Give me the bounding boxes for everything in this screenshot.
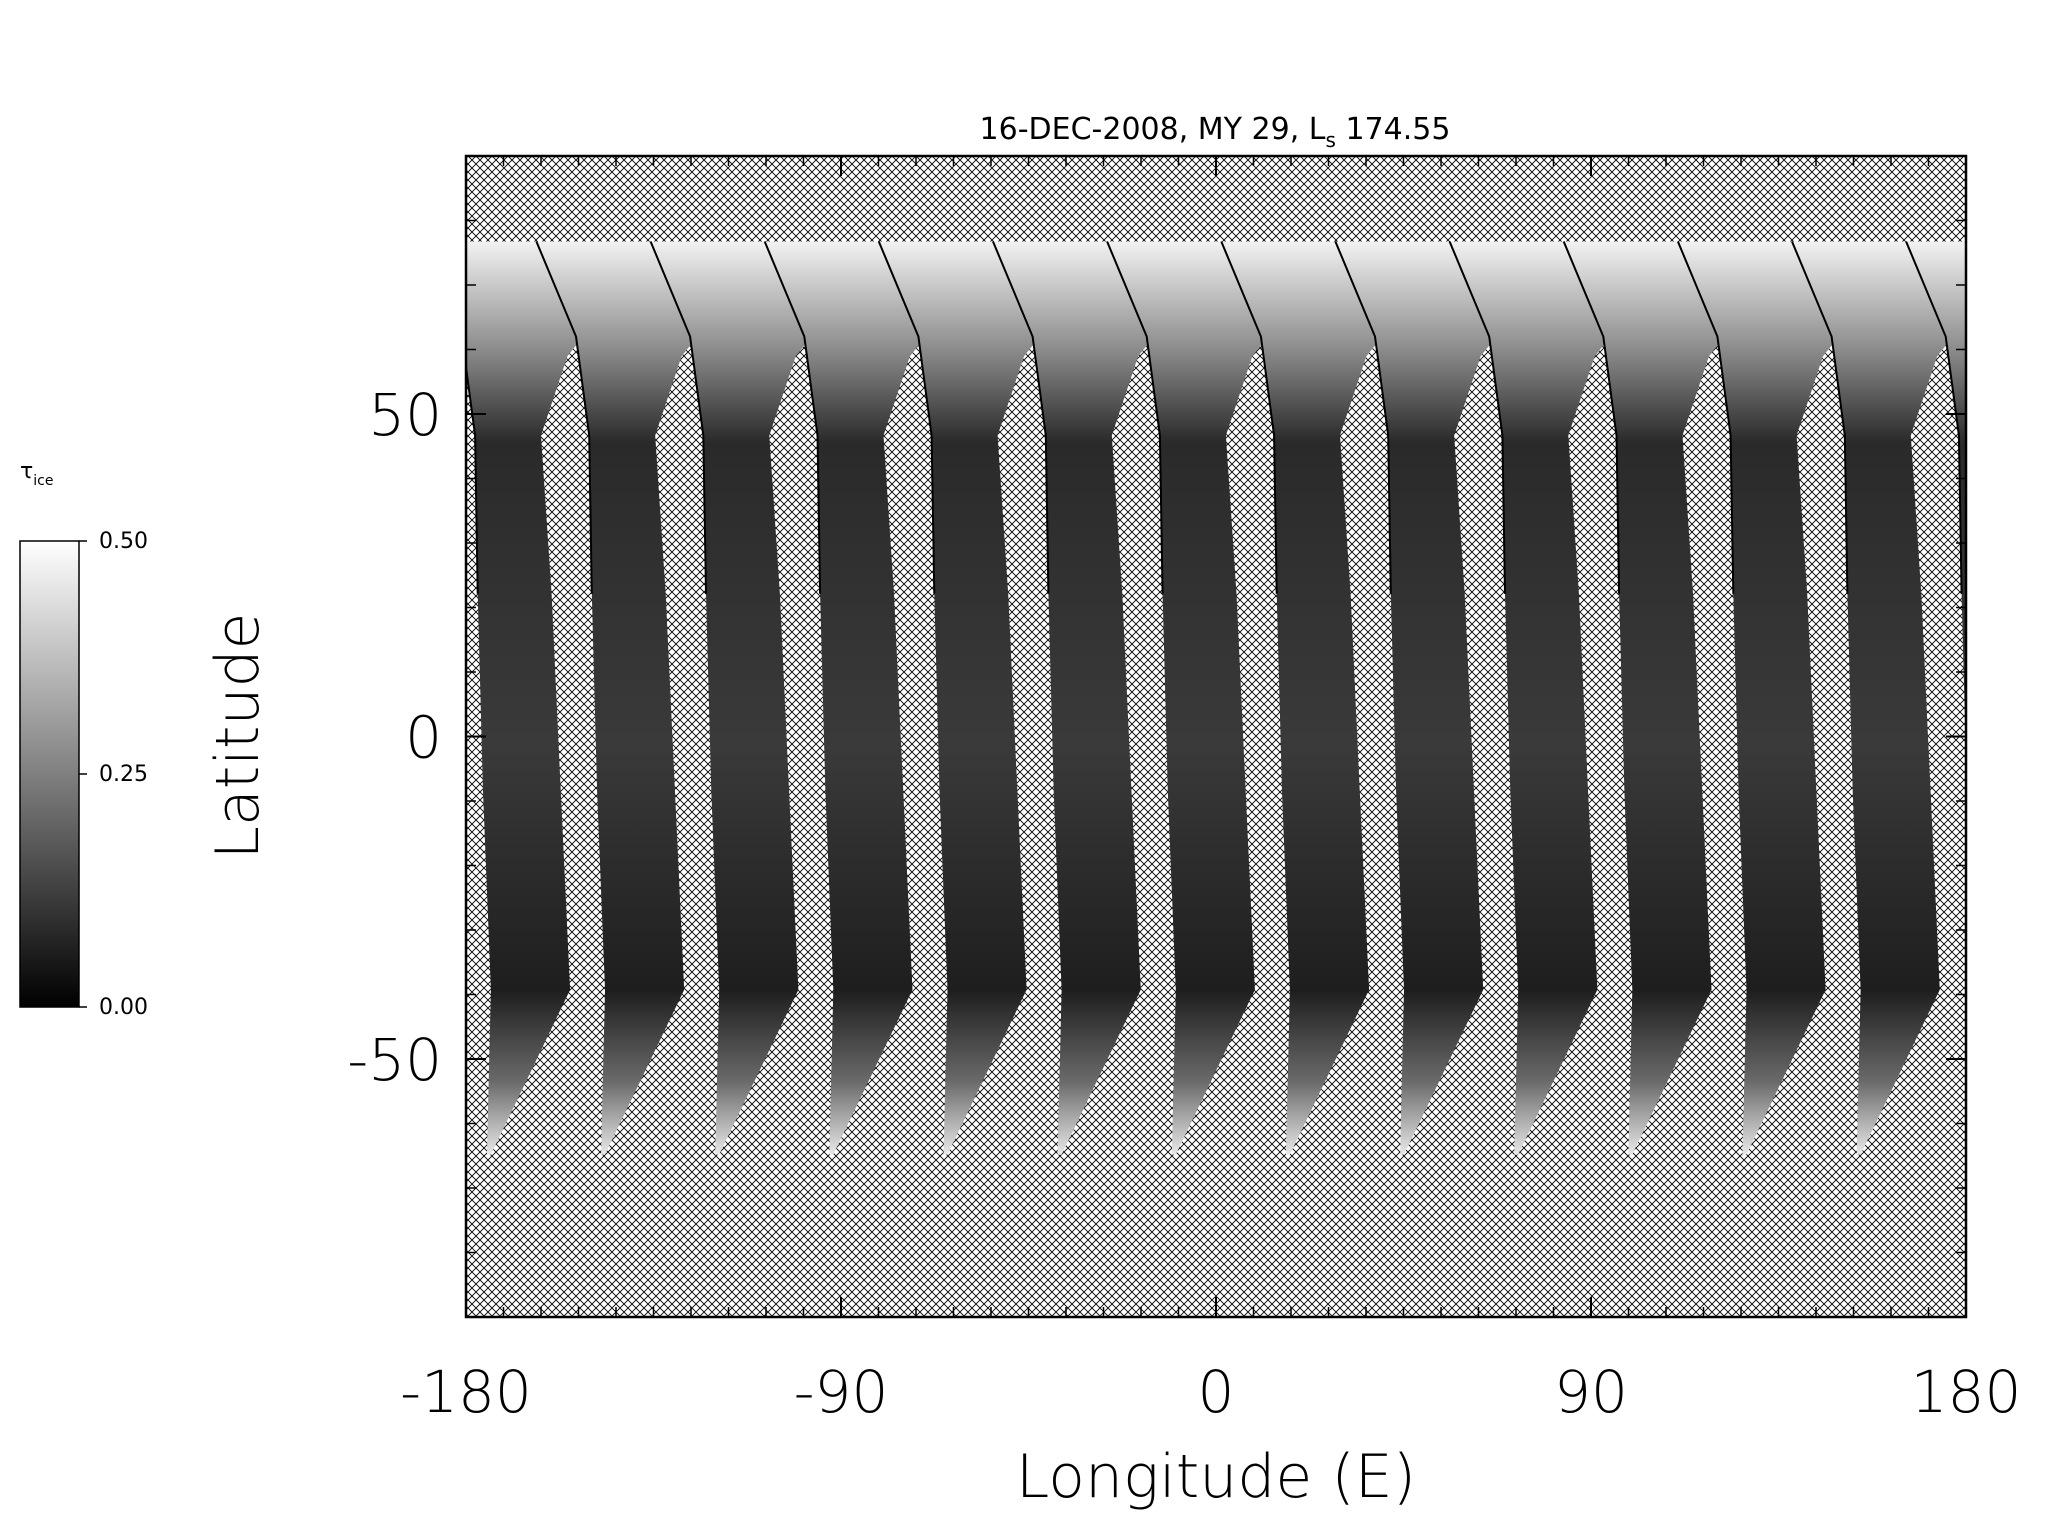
swath-edge bbox=[1106, 241, 1164, 594]
swath-edge bbox=[308, 242, 363, 594]
title-text: 174.55 bbox=[1336, 112, 1451, 147]
x-tick-label: -90 bbox=[794, 1358, 889, 1426]
swath bbox=[650, 241, 915, 1155]
y-tick-label: -50 bbox=[347, 1026, 442, 1094]
swath bbox=[1449, 241, 1714, 1155]
swath bbox=[764, 241, 1029, 1155]
chart-title: 16-DEC-2008, MY 29, Ls 174.55 bbox=[980, 112, 1451, 152]
x-tick-label: 180 bbox=[1911, 1358, 2022, 1426]
swath-edge bbox=[992, 241, 1050, 594]
swath bbox=[993, 241, 1257, 1155]
swath-edge bbox=[1905, 241, 1963, 594]
swath bbox=[1335, 241, 1600, 1155]
x-tick-label: 90 bbox=[1554, 1358, 1628, 1426]
y-tick-label: 50 bbox=[368, 381, 442, 449]
swath-edge bbox=[877, 241, 936, 594]
swath-edge bbox=[466, 359, 479, 594]
y-tick-label: 0 bbox=[405, 704, 442, 772]
x-tick-label: -180 bbox=[400, 1358, 532, 1426]
swath-edge bbox=[535, 241, 593, 594]
swath-edge bbox=[1562, 241, 1621, 594]
swath bbox=[1563, 241, 1828, 1155]
colorbar-tick-label: 0.25 bbox=[99, 762, 148, 787]
x-tick-label: 0 bbox=[1198, 1358, 1235, 1426]
swath bbox=[466, 241, 687, 1155]
swath-edge bbox=[763, 241, 822, 594]
title-subscript: s bbox=[1326, 128, 1336, 152]
swaths bbox=[308, 241, 1966, 1155]
swath bbox=[1107, 241, 1372, 1155]
x-axis-label: Longitude (E) bbox=[1016, 1442, 1416, 1512]
swath bbox=[1677, 241, 1942, 1155]
plot-area bbox=[308, 154, 1968, 1319]
swath-edge bbox=[649, 241, 707, 594]
colorbar-tick-label: 0.00 bbox=[99, 995, 148, 1020]
swath-edge bbox=[1676, 241, 1735, 594]
swath bbox=[1221, 241, 1486, 1155]
colorbar-tick-label: 0.50 bbox=[99, 529, 148, 554]
colorbar-label-subscript: ice bbox=[33, 473, 53, 489]
colorbar: 0.00 0.25 0.50 bbox=[19, 529, 148, 1020]
swath bbox=[878, 241, 1143, 1155]
title-text: 16-DEC-2008, MY 29, L bbox=[980, 112, 1326, 147]
swath-edge bbox=[1448, 241, 1506, 594]
colorbar-label-symbol: τ bbox=[20, 459, 33, 484]
swath bbox=[1792, 241, 1966, 1155]
colorbar-scale bbox=[19, 540, 80, 1008]
y-axis-label: Latitude bbox=[203, 613, 273, 860]
swath-edge bbox=[1220, 241, 1278, 594]
swath-edge bbox=[1334, 241, 1392, 594]
swath-edge bbox=[1791, 241, 1849, 594]
swath bbox=[536, 241, 801, 1155]
colorbar-label: τice bbox=[20, 459, 53, 489]
